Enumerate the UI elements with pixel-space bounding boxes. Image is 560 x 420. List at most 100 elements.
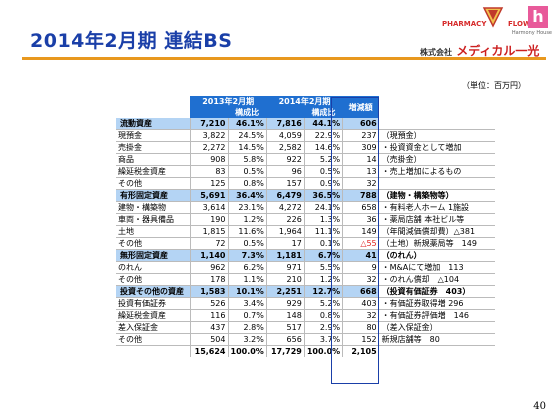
unit-label: （単位：百万円） (462, 81, 526, 90)
row-label: 建物・構築物 (116, 201, 190, 214)
row-label: 繰延税金資産 (116, 165, 190, 178)
table-row: 売掛金 2,272 14.5% 2,582 14.6% 309 ・投資資金として増加 (116, 141, 495, 154)
row-note (378, 345, 495, 357)
title-underline (22, 57, 546, 60)
value-2014: 17 (265, 237, 305, 250)
ratio-2014: 11.1% (303, 225, 343, 238)
ratio-2013: 2.8% (227, 321, 267, 334)
section-row: 無形固定資産 1,140 7.3% 1,181 6.7% 41 （のれん） (116, 249, 495, 262)
row-label: その他 (116, 273, 190, 286)
row-note: （売掛金） (378, 153, 495, 166)
row-note: ・有価証券評価増 146 (378, 309, 495, 322)
value-2014: 148 (265, 309, 305, 322)
value-2013: 72 (189, 237, 228, 250)
page-title: 2014年2月期 連結BS (30, 30, 233, 52)
ratio-2013: 1.1% (227, 273, 267, 286)
change-value: 41 (342, 249, 379, 262)
ratio-2013: 100.0% (227, 345, 267, 357)
value-2013: 1,140 (189, 249, 228, 262)
ratio-2013: 10.1% (227, 285, 267, 298)
row-label: 有形固定資産 (116, 189, 190, 202)
value-2014: 2,582 (265, 141, 305, 154)
row-label: 売掛金 (116, 141, 190, 154)
change-value: 668 (342, 285, 379, 298)
value-2013: 1,815 (189, 225, 228, 238)
balance-sheet-table: 2013年2月期 2014年2月期 増減額 構成比 構成比 流動資産 7,210 4… (116, 96, 495, 357)
value-2014: 4,059 (265, 129, 305, 142)
row-note: ・M&Aにて増加 113 (378, 261, 495, 274)
ratio-2014: 0.1% (303, 237, 343, 250)
ratio-2013: 6.2% (227, 261, 267, 274)
value-2014: 17,729 (265, 345, 305, 357)
ratio-2013: 0.7% (227, 309, 267, 322)
header-row-ratio: 構成比 構成比 (116, 107, 495, 118)
value-2013: 15,624 (189, 345, 228, 357)
ratio-2014: 5.2% (303, 153, 343, 166)
page-number: 40 (533, 401, 546, 412)
value-2013: 3,614 (189, 201, 228, 214)
row-label: 現預金 (116, 129, 190, 142)
change-value: 149 (342, 225, 379, 238)
harmony-house-logo-icon: h (528, 6, 548, 28)
total-row: 15,624 100.0% 17,729 100.0% 2,105 (116, 345, 495, 357)
value-2013: 125 (189, 177, 228, 190)
change-value: 13 (342, 165, 379, 178)
ratio-2014: 6.7% (303, 249, 343, 262)
header-row-periods: 2013年2月期 2014年2月期 増減額 (116, 96, 495, 118)
value-2014: 1,181 (265, 249, 305, 262)
value-2013: 526 (189, 297, 228, 310)
row-note (378, 118, 495, 130)
change-value: 658 (342, 201, 379, 214)
change-value: 32 (342, 309, 379, 322)
ratio-2013: 0.5% (227, 237, 267, 250)
change-value: 32 (342, 273, 379, 286)
header-ratio-2014: 構成比 (304, 107, 343, 118)
ratio-2014: 0.5% (303, 165, 343, 178)
value-2014: 929 (265, 297, 305, 310)
ratio-highlight-frame (331, 97, 379, 384)
value-2013: 2,272 (189, 141, 228, 154)
row-note: （土地）新規薬局等 149 (378, 237, 495, 250)
value-2013: 116 (189, 309, 228, 322)
ratio-2014: 0.8% (303, 309, 343, 322)
change-value: 152 (342, 333, 379, 346)
table-row: 車両・器具備品 190 1.2% 226 1.3% 36 ・薬局店舗 本社ビル等 (116, 213, 495, 226)
ratio-2014: 44.1% (303, 118, 343, 130)
value-2013: 178 (189, 273, 228, 286)
change-value: 403 (342, 297, 379, 310)
ratio-2014: 22.9% (303, 129, 343, 142)
table-row: その他 72 0.5% 17 0.1% △55 （土地）新規薬局等 149 (116, 237, 495, 250)
value-2014: 157 (265, 177, 305, 190)
company-name-text: メディカル一光 (456, 44, 540, 58)
ratio-2014: 0.9% (303, 177, 343, 190)
ratio-2014: 12.7% (303, 285, 343, 298)
table-row: のれん 962 6.2% 971 5.5% 9 ・M&Aにて増加 113 (116, 261, 495, 274)
value-2014: 96 (265, 165, 305, 178)
ratio-2014: 5.5% (303, 261, 343, 274)
table-row: その他 504 3.2% 656 3.7% 152 新規店舗等 80 (116, 333, 495, 346)
header-change: 増減額 (342, 96, 379, 118)
ratio-2013: 14.5% (227, 141, 267, 154)
row-note: ・薬局店舗 本社ビル等 (378, 213, 495, 226)
value-2013: 908 (189, 153, 228, 166)
ratio-2014: 14.6% (303, 141, 343, 154)
ratio-2013: 3.2% (227, 333, 267, 346)
table-row: 現預金 3,822 24.5% 4,059 22.9% 237 （現預金） (116, 129, 495, 142)
header-ratio-2013: 構成比 (228, 107, 267, 118)
section-row: 流動資産 7,210 46.1% 7,816 44.1% 606 (116, 118, 495, 130)
row-label: のれん (116, 261, 190, 274)
value-2013: 190 (189, 213, 228, 226)
ratio-2013: 1.2% (227, 213, 267, 226)
row-note: （年間減価償却費）△381 (378, 225, 495, 238)
row-note (378, 177, 495, 190)
ratio-2014: 24.1% (303, 201, 343, 214)
harmony-house-label: Harmony House (511, 30, 552, 36)
change-value: 14 (342, 153, 379, 166)
row-label: 車両・器具備品 (116, 213, 190, 226)
table-row: 投資有価証券 526 3.4% 929 5.2% 403 ・有価証券取得増 296 (116, 297, 495, 310)
row-note: （のれん） (378, 249, 495, 262)
value-2014: 7,816 (265, 118, 305, 130)
ratio-2014: 5.2% (303, 297, 343, 310)
table-row: 建物・構築物 3,614 23.1% 4,272 24.1% 658 ・有料老人ホーム 1施… (116, 201, 495, 214)
company-logo: PHARMACY FLOWER h Harmony House 株式会社 メディ… (412, 6, 552, 58)
